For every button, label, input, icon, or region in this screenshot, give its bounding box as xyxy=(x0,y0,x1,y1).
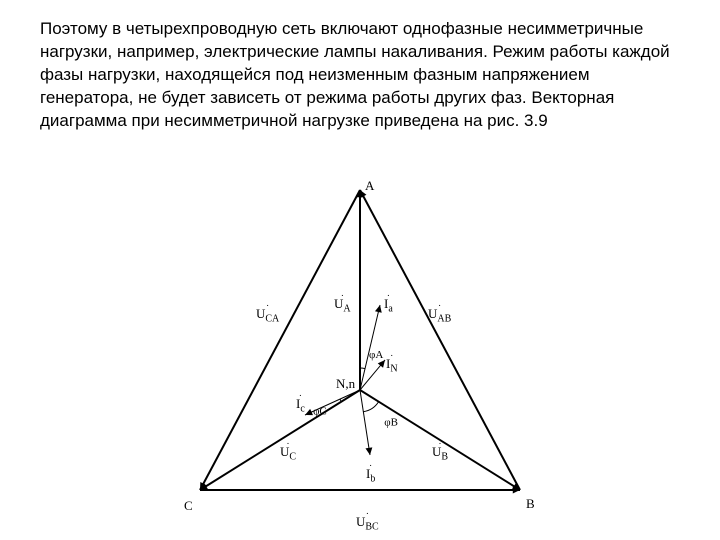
phasor-label: .UAB xyxy=(428,300,451,325)
phasor-label: .IN xyxy=(386,350,398,375)
phasor-label: .UB xyxy=(432,438,448,463)
phasor-label: .UCA xyxy=(256,300,279,325)
phasor-label: .UA xyxy=(334,290,351,315)
phasor-label: .UBC xyxy=(356,508,379,533)
vertex-label: B xyxy=(526,496,535,512)
svg-text:φA: φA xyxy=(369,349,383,361)
svg-text:φB: φB xyxy=(384,417,398,429)
vector-diagram-svg: φA φB φC xyxy=(170,180,550,540)
vector-diagram: φA φB φC A B C N,n .UA .UB .UC .UAB .UBC .UCA .Ia .Ib… xyxy=(170,180,550,540)
body-paragraph: Поэтому в четырехпроводную сеть включают… xyxy=(40,18,680,133)
phasor-label: .Ia xyxy=(384,290,393,315)
svg-text:φC: φC xyxy=(313,405,327,417)
phasor-label: .Ic xyxy=(296,390,305,415)
vertex-label: N,n xyxy=(336,376,355,392)
vertex-label: A xyxy=(365,178,374,194)
phasor-label: .Ib xyxy=(366,460,375,485)
vertex-label: C xyxy=(184,498,193,514)
phasor-label: .UC xyxy=(280,438,296,463)
